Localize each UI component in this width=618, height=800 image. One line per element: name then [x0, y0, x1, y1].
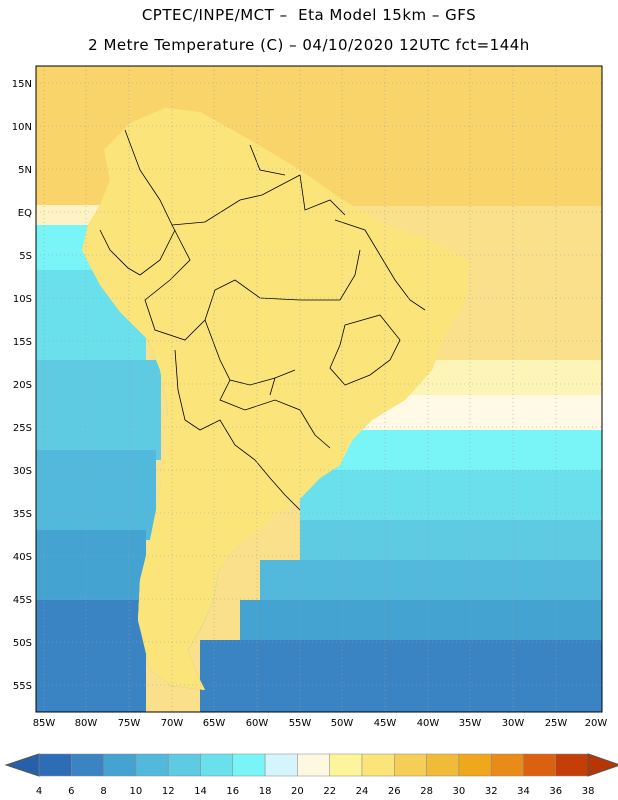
colorbar-label: 26	[388, 786, 401, 797]
colorbar-cell	[167, 753, 201, 777]
map-title-line-2: 2 Metre Temperature (C) – 04/10/2020 12U…	[88, 36, 530, 54]
colorbar-cell	[232, 753, 266, 777]
colorbar-label: 10	[130, 786, 143, 797]
lon-label: 80W	[75, 718, 98, 729]
colorbar-label: 6	[68, 786, 74, 797]
colorbar-cell	[329, 753, 363, 777]
lon-label: 35W	[459, 718, 482, 729]
lat-label: 55S	[13, 681, 32, 692]
colorbar-cell	[200, 753, 234, 777]
colorbar-over-triangle	[587, 753, 618, 777]
lat-label: EQ	[18, 208, 32, 219]
lon-label: 55W	[289, 718, 312, 729]
colorbar-cell	[103, 753, 137, 777]
lat-label: 45S	[13, 595, 32, 606]
colorbar-label: 22	[323, 786, 336, 797]
lat-label: 20S	[13, 380, 32, 391]
latitude-labels: 15N 10N 5N EQ 5S 10S 15S 20S 25S 30S 35S…	[12, 79, 32, 692]
map-title-line-1: CPTEC/INPE/MCT – Eta Model 15km – GFS	[141, 6, 477, 24]
colorbar-cell	[458, 753, 492, 777]
lon-label: 65W	[203, 718, 226, 729]
colorbar-under-triangle	[4, 753, 40, 777]
lat-label: 5S	[19, 251, 32, 262]
lon-label: 85W	[33, 718, 56, 729]
lon-label: 60W	[246, 718, 269, 729]
colorbar-cell	[38, 753, 72, 777]
colorbar-label: 4	[36, 786, 42, 797]
colorbar-label: 34	[517, 786, 530, 797]
map-frame	[35, 65, 603, 713]
colorbar-label: 16	[226, 786, 239, 797]
lat-label: 15N	[12, 79, 32, 90]
map-field	[36, 66, 602, 712]
colorbar-cell	[71, 753, 104, 777]
lat-label: 35S	[13, 509, 32, 520]
longitude-labels: 85W 80W 75W 70W 65W 60W 55W 50W 45W 40W …	[33, 718, 608, 729]
lon-label: 70W	[161, 718, 184, 729]
colorbar-cell	[264, 753, 298, 777]
colorbar-label: 32	[485, 786, 498, 797]
lon-label: 40W	[417, 718, 440, 729]
country-borders	[99, 129, 426, 511]
lat-label: 25S	[13, 423, 32, 434]
colorbar-cell	[523, 753, 557, 777]
lat-label: 15S	[13, 337, 32, 348]
lon-label: 30W	[502, 718, 525, 729]
colorbar-cell	[394, 753, 427, 777]
lat-label: 10S	[13, 294, 32, 305]
colorbar-cell	[297, 753, 330, 777]
colorbar: 4 6 8 10 12 14 16 18 20 22 24 26 28 30 32 34 36 38	[4, 753, 618, 797]
colorbar-cell	[490, 753, 524, 777]
lon-label: 25W	[545, 718, 568, 729]
lon-label: 50W	[331, 718, 354, 729]
colorbar-cell	[135, 753, 169, 777]
lon-label: 75W	[118, 718, 141, 729]
colorbar-label: 36	[549, 786, 562, 797]
lat-label: 10N	[12, 122, 32, 133]
colorbar-cell	[555, 753, 589, 777]
lat-label: 5N	[18, 165, 32, 176]
colorbar-label: 28	[420, 786, 433, 797]
colorbar-cell	[426, 753, 460, 777]
colorbar-cell	[361, 753, 395, 777]
colorbar-label: 18	[259, 786, 272, 797]
lon-label: 20W	[585, 718, 608, 729]
colorbar-label: 30	[453, 786, 466, 797]
lon-label: 45W	[374, 718, 397, 729]
colorbar-label: 12	[162, 786, 175, 797]
lat-label: 30S	[13, 466, 32, 477]
lat-label: 50S	[13, 638, 32, 649]
colorbar-label: 38	[582, 786, 595, 797]
lat-label: 40S	[13, 552, 32, 563]
colorbar-label: 8	[100, 786, 106, 797]
colorbar-label: 20	[291, 786, 304, 797]
colorbar-label: 24	[356, 786, 369, 797]
colorbar-label: 14	[194, 786, 207, 797]
